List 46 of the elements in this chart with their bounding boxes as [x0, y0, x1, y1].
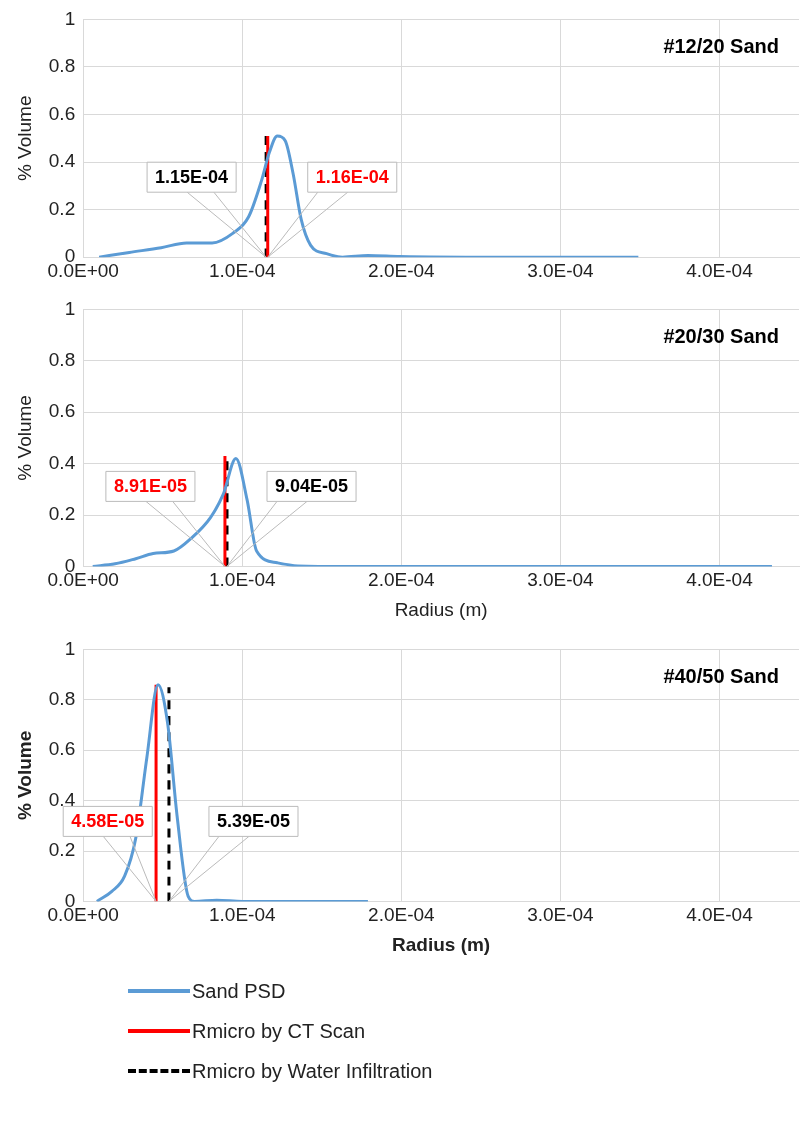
- x-tick-label: 2.0E-04: [368, 904, 436, 926]
- annotation: 4.58E-05: [71, 811, 145, 832]
- y-tick-label: 1: [64, 7, 76, 29]
- y-tick-label: 1: [64, 297, 76, 319]
- y-axis-title: % Volume: [13, 395, 35, 481]
- y-tick-label: 0.8: [48, 55, 76, 77]
- x-tick-label: 4.0E-04: [686, 569, 754, 591]
- annotation: 1.16E-04: [315, 167, 389, 188]
- x-axis-title: Radius (m): [394, 598, 488, 620]
- line-series: [91, 456, 774, 567]
- x-tick-label: 2.0E-04: [368, 569, 436, 591]
- legend-label: Sand PSD: [192, 979, 286, 1003]
- x-tick-label: 4.0E-04: [686, 259, 754, 281]
- x-tick-label: 3.0E-04: [527, 904, 595, 926]
- x-tick-label: 4.0E-04: [686, 904, 754, 926]
- text: #40/50 Sand: [663, 664, 779, 687]
- x-tick-label: 1.0E-04: [209, 569, 276, 591]
- y-tick-label: 0.6: [48, 102, 76, 124]
- y-tick-label: 0.2: [48, 503, 76, 525]
- x-tick-label: 3.0E-04: [527, 569, 595, 591]
- y-tick-label: 0.4: [48, 451, 76, 473]
- annotation: 1.15E-04: [155, 167, 229, 188]
- legend-label: Rmicro by CT Scan: [192, 1019, 366, 1043]
- text: #12/20 Sand: [663, 34, 779, 57]
- x-tick-label: 3.0E-04: [527, 259, 595, 281]
- text: #20/30 Sand: [663, 324, 779, 347]
- y-tick-label: 0.4: [48, 788, 76, 810]
- y-tick-label: 0.2: [48, 839, 76, 861]
- y-tick-label: 0.6: [48, 738, 76, 760]
- y-axis-title: % Volume: [13, 95, 35, 182]
- annotation: 8.91E-05: [113, 476, 187, 497]
- legend-label: Rmicro by Water Infiltration: [192, 1059, 433, 1083]
- y-tick-label: 0.8: [48, 688, 76, 710]
- annotation: 9.04E-05: [275, 476, 349, 497]
- y-axis-title: % Volume: [13, 730, 35, 821]
- y-tick-label: 0.8: [48, 349, 76, 371]
- x-axis-title: Radius (m): [392, 933, 491, 955]
- x-tick-label: 1.0E-04: [209, 904, 276, 926]
- y-tick-label: 1: [64, 637, 76, 659]
- annotation: 5.39E-05: [216, 811, 291, 832]
- y-tick-label: 0.4: [48, 150, 76, 172]
- y-tick-label: 0.6: [48, 400, 76, 422]
- x-tick-label: 2.0E-04: [368, 259, 436, 281]
- x-tick-label: 1.0E-04: [209, 259, 276, 281]
- y-tick-label: 0.2: [48, 197, 76, 219]
- line-series: [97, 134, 640, 258]
